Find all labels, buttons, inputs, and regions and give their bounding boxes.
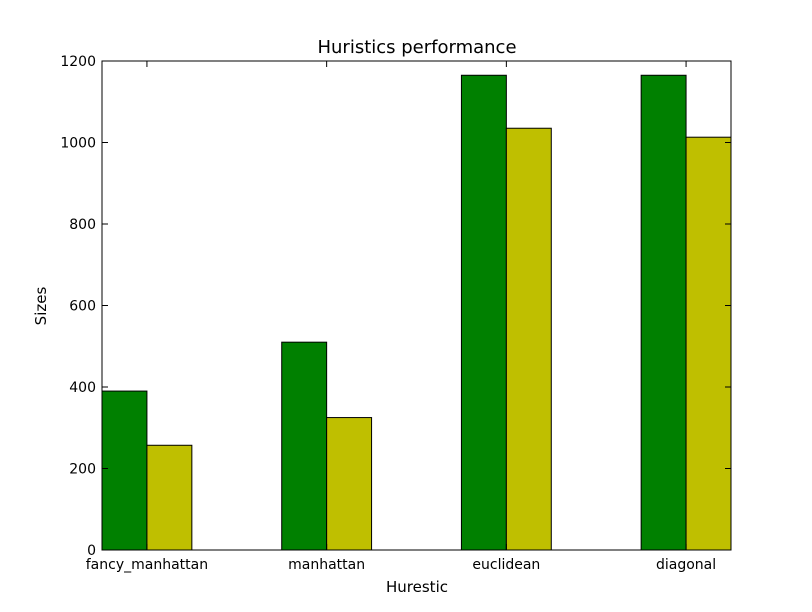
bar-diagonal-series-1 (640, 74, 687, 551)
bars-layer (101, 74, 732, 551)
x-axis-label: Hurestic (386, 578, 448, 596)
chart-title: Huristics performance (317, 37, 516, 58)
y-tick-label: 1200 (60, 54, 96, 70)
y-tick-label: 0 (87, 543, 96, 559)
bar-fancy_manhattan-series-1 (101, 390, 148, 551)
x-tick-label-manhattan: manhattan (288, 557, 365, 573)
x-tick-label-fancy_manhattan: fancy_manhattan (86, 557, 208, 573)
bar-diagonal-series-2 (685, 136, 732, 551)
y-tick-label: 1000 (60, 136, 96, 152)
x-tick-label-diagonal: diagonal (656, 557, 716, 573)
bar-euclidean-series-2 (505, 127, 552, 551)
bar-euclidean-series-1 (460, 74, 507, 551)
y-tick-label: 800 (69, 217, 96, 233)
bar-manhattan-series-2 (326, 417, 373, 551)
bar-manhattan-series-1 (281, 341, 328, 551)
y-tick-label: 200 (69, 462, 96, 478)
ticks-layer (102, 60, 731, 551)
bar-fancy_manhattan-series-2 (146, 444, 193, 551)
y-tick-label: 400 (69, 380, 96, 396)
y-tick-label: 600 (69, 299, 96, 315)
x-tick-label-euclidean: euclidean (472, 557, 540, 573)
y-axis-label: Sizes (32, 287, 50, 326)
tick-labels-layer: 0 200 400 600 800 1000 1200 fancy_manhattan manh… (60, 54, 716, 573)
